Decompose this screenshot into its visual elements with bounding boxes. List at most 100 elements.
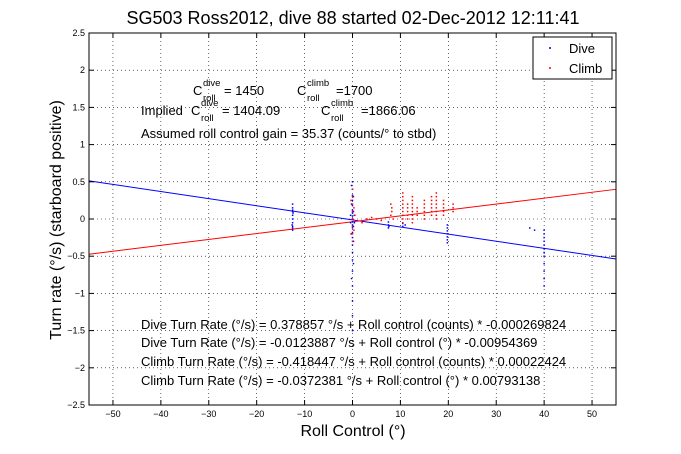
point-climb (430, 210, 433, 213)
c-roll-dive-sup: dive (203, 78, 220, 89)
point-dive (351, 244, 354, 246)
point-climb (402, 203, 404, 205)
legend: Dive Climb (532, 36, 613, 80)
point-climb (442, 207, 445, 209)
point-dive (292, 212, 294, 214)
point-climb (375, 218, 378, 220)
point-dive (351, 231, 354, 234)
point-dive (387, 227, 390, 229)
point-dive (351, 181, 354, 183)
x-tick-label: −50 (105, 409, 120, 419)
point-dive (446, 236, 449, 238)
fit-line-3: Climb Turn Rate (°/s) = -0.418447 °/s + … (141, 354, 566, 369)
point-dive (351, 270, 354, 272)
point-dive (291, 203, 294, 205)
point-climb (411, 199, 414, 202)
x-tick-label: 40 (539, 409, 549, 419)
point-climb (390, 214, 392, 217)
legend-box (532, 36, 613, 80)
point-climb (416, 214, 418, 217)
fit-line-1: Dive Turn Rate (°/s) = 0.378857 °/s + Ro… (141, 317, 566, 332)
point-climb (350, 199, 352, 202)
point-climb (402, 192, 404, 194)
point-dive (291, 224, 293, 226)
point-climb (452, 203, 454, 205)
point-dive (291, 227, 294, 229)
point-dive (529, 227, 531, 229)
point-climb (354, 214, 356, 217)
point-dive (446, 239, 449, 241)
point-climb (380, 219, 382, 222)
point-climb (353, 207, 355, 209)
c-roll-dive-sub: roll (203, 93, 216, 104)
point-dive (291, 210, 294, 213)
point-climb (391, 210, 393, 213)
point-climb (411, 207, 414, 209)
point-dive (351, 236, 354, 239)
c-roll-dive: C dive roll = 1450 (193, 78, 264, 104)
point-climb (361, 221, 363, 224)
x-tick-label: 50 (587, 409, 597, 419)
point-climb (351, 188, 354, 190)
implied-climb-sup: climb (331, 98, 353, 109)
point-dive (446, 233, 449, 235)
c-roll-climb-sup: climb (307, 78, 329, 89)
point-climb (435, 199, 438, 202)
legend-climb-label: Climb (569, 61, 602, 76)
y-tick-label: 1.5 (72, 102, 85, 112)
point-climb (402, 199, 404, 202)
c-roll-climb-sub: roll (307, 93, 320, 104)
point-climb (423, 210, 426, 213)
axis-ticks: −50 −40 −30 −20 −10 0 10 20 30 40 50−2.5−2−1.5−1−0… (67, 28, 616, 419)
y-tick-label: 0.5 (72, 177, 85, 187)
x-tick-label: 20 (443, 409, 453, 419)
point-climb (366, 218, 368, 220)
point-dive (291, 229, 294, 231)
point-dive (351, 285, 354, 287)
data-points (291, 181, 545, 332)
point-dive (543, 233, 545, 235)
c-roll-climb-value: =1700 (336, 83, 373, 98)
implied-dive-sub: roll (201, 113, 214, 124)
point-dive (349, 214, 352, 217)
y-tick-label: 2.5 (72, 28, 85, 38)
point-dive (352, 195, 355, 198)
y-axis-label: Turn rate (°/s) (starboard positive) (48, 100, 65, 340)
point-dive (351, 300, 354, 302)
point-dive (387, 224, 390, 226)
point-dive (352, 240, 355, 243)
point-dive (291, 221, 294, 224)
c-roll-climb: C climb roll =1700 (297, 78, 373, 104)
point-dive (543, 244, 545, 246)
point-climb (402, 214, 404, 217)
point-dive (543, 240, 545, 243)
x-tick-label: 0 (350, 409, 355, 419)
point-climb (351, 210, 354, 213)
point-climb (442, 199, 445, 202)
c-roll-climb-symbol: C (297, 83, 306, 98)
fit-line-2: Dive Turn Rate (°/s) = -0.0123887 °/s + … (141, 335, 537, 350)
point-climb (435, 195, 438, 198)
point-climb (423, 214, 426, 217)
implied-climb-value: =1866.06 (361, 103, 416, 118)
point-dive (388, 225, 390, 228)
point-climb (411, 214, 414, 217)
x-tick-label: 10 (395, 409, 405, 419)
point-dive (351, 227, 354, 229)
implied-dive-sup: dive (201, 98, 218, 109)
point-dive (291, 214, 294, 217)
point-dive (543, 229, 545, 231)
point-climb (411, 195, 414, 198)
y-tick-label: −1 (75, 288, 85, 298)
point-dive (351, 314, 354, 317)
point-climb (435, 218, 438, 220)
point-dive (543, 248, 545, 250)
point-dive (446, 242, 449, 244)
point-climb (452, 210, 454, 213)
point-dive (291, 218, 294, 220)
point-dive (543, 270, 545, 272)
point-climb (435, 210, 438, 213)
y-tick-label: 1 (80, 140, 85, 150)
point-climb (442, 203, 445, 205)
point-climb (411, 210, 414, 213)
